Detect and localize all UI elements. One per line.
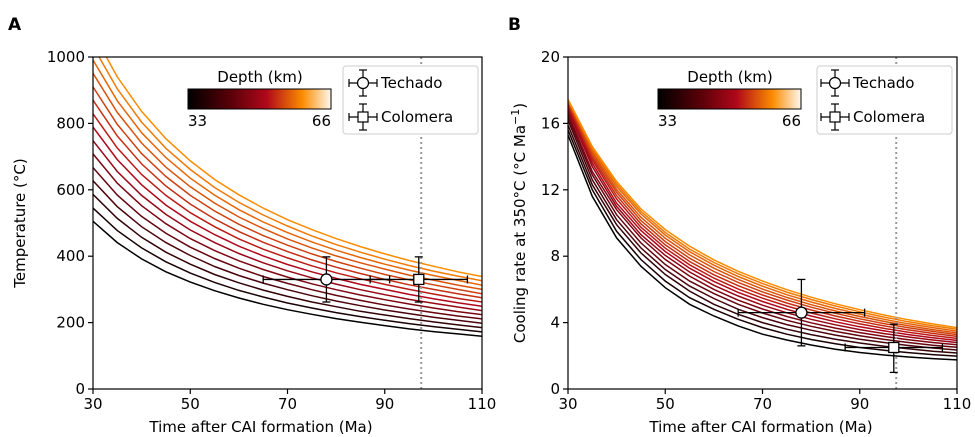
y-axis-label: Cooling rate at 350°C (°C Ma−1) [509,103,529,343]
colorbar-min-label: 33 [188,112,207,130]
y-tick-label: 0 [550,380,560,398]
legend: Techado Colomera [342,65,479,135]
series-line-4 [93,167,482,320]
legend: Techado Colomera [816,65,953,135]
series-line-5 [93,153,482,316]
series-line-11 [568,100,957,334]
x-tick-label: 90 [375,395,394,413]
series-line-7 [93,126,482,308]
panel-a: A 30 50 70 90 110 0 200 400 600 800 1000 Time aft… [8,15,496,436]
panel-letter-b: B [508,15,521,35]
y-tick-label: 12 [541,181,560,199]
x-axis-label: Time after CAI formation (Ma) [148,418,372,436]
x-axis-label: Time after CAI formation (Ma) [648,418,872,436]
x-tick-label: 70 [753,395,772,413]
point-colomera [844,323,944,374]
legend-marker-techado [820,69,850,97]
x-tick-label: 110 [468,395,497,413]
y-tick-label: 600 [56,181,85,199]
colorbar-title: Depth (km) [217,68,302,86]
colorbar-gradient [657,88,802,110]
y-axis-label: Temperature (°C) [11,158,29,288]
series-line-7 [568,106,957,342]
x-tick-label: 50 [181,395,200,413]
point-techado [737,278,866,347]
series-line-14 [568,98,957,329]
series-line-8 [93,113,482,303]
colorbar-title: Depth (km) [687,68,772,86]
x-axis-ticks: 30 50 70 90 110 [558,389,971,413]
legend-label-colomera: Colomera [853,108,925,126]
series-line-6 [93,140,482,312]
y-tick-label: 20 [541,48,560,66]
series-line-12 [568,99,957,332]
legend-marker-colomera [820,103,850,131]
panel-b: B 30 50 70 90 110 0 4 8 12 16 20 Time after CAI f… [508,15,971,436]
series-line-3 [93,180,482,325]
series-line-10 [568,101,957,336]
legend-marker-colomera [348,103,378,131]
legend-label-techado: Techado [852,74,915,92]
series-line-14 [105,57,482,278]
y-axis-ticks: 0 200 400 600 800 1000 [47,48,93,398]
marker-circle [320,273,333,286]
series-line-2 [568,124,957,354]
y-tick-label: 800 [56,114,85,132]
sample-points [262,256,469,303]
y-tick-label: 0 [75,380,85,398]
y-axis-label-main: Cooling rate at 350°C (°C Ma [511,125,529,343]
series-line-5 [568,113,957,346]
depth-colorbar: Depth (km) 33 66 [657,68,802,130]
x-axis-ticks: 30 50 70 90 110 [83,389,496,413]
legend-label-techado: Techado [380,74,443,92]
colorbar-min-label: 33 [658,112,677,130]
colorbar-max-label: 66 [782,112,801,130]
depth-colorbar: Depth (km) 33 66 [187,68,332,130]
legend-box [816,65,953,135]
y-axis-label-end: ) [511,103,529,109]
x-tick-label: 110 [943,395,972,413]
series-line-0 [93,220,482,337]
legend-label-colomera: Colomera [381,108,453,126]
y-axis-label-superscript: −1 [509,109,522,125]
y-tick-label: 1000 [47,48,85,66]
series-line-13 [98,57,482,282]
y-tick-label: 200 [56,314,85,332]
series-line-1 [93,207,482,333]
series-line-8 [568,104,957,340]
series-line-9 [93,99,482,299]
marker-square [413,273,425,286]
sample-points [737,278,944,374]
temperature-curves [93,57,482,337]
x-tick-label: 30 [83,395,102,413]
point-colomera [369,256,469,303]
x-tick-label: 30 [558,395,577,413]
y-tick-label: 8 [550,247,560,265]
colorbar-max-label: 66 [312,112,331,130]
series-line-6 [568,109,957,344]
point-techado [262,256,391,303]
series-line-0 [568,134,957,361]
series-line-9 [568,103,957,338]
x-tick-label: 70 [278,395,297,413]
series-line-2 [93,193,482,329]
series-line-13 [568,99,957,330]
colorbar-gradient [187,88,332,110]
y-tick-label: 16 [541,114,560,132]
y-tick-label: 400 [56,247,85,265]
x-tick-label: 50 [656,395,675,413]
marker-circle [795,306,808,319]
marker-square [888,341,900,354]
panel-letter-a: A [8,15,22,35]
series-line-12 [93,59,482,286]
y-axis-ticks: 0 4 8 12 16 20 [541,48,568,398]
x-tick-label: 90 [850,395,869,413]
legend-marker-techado [348,69,378,97]
cooling-rate-curves [568,98,957,361]
y-tick-label: 4 [550,314,560,332]
